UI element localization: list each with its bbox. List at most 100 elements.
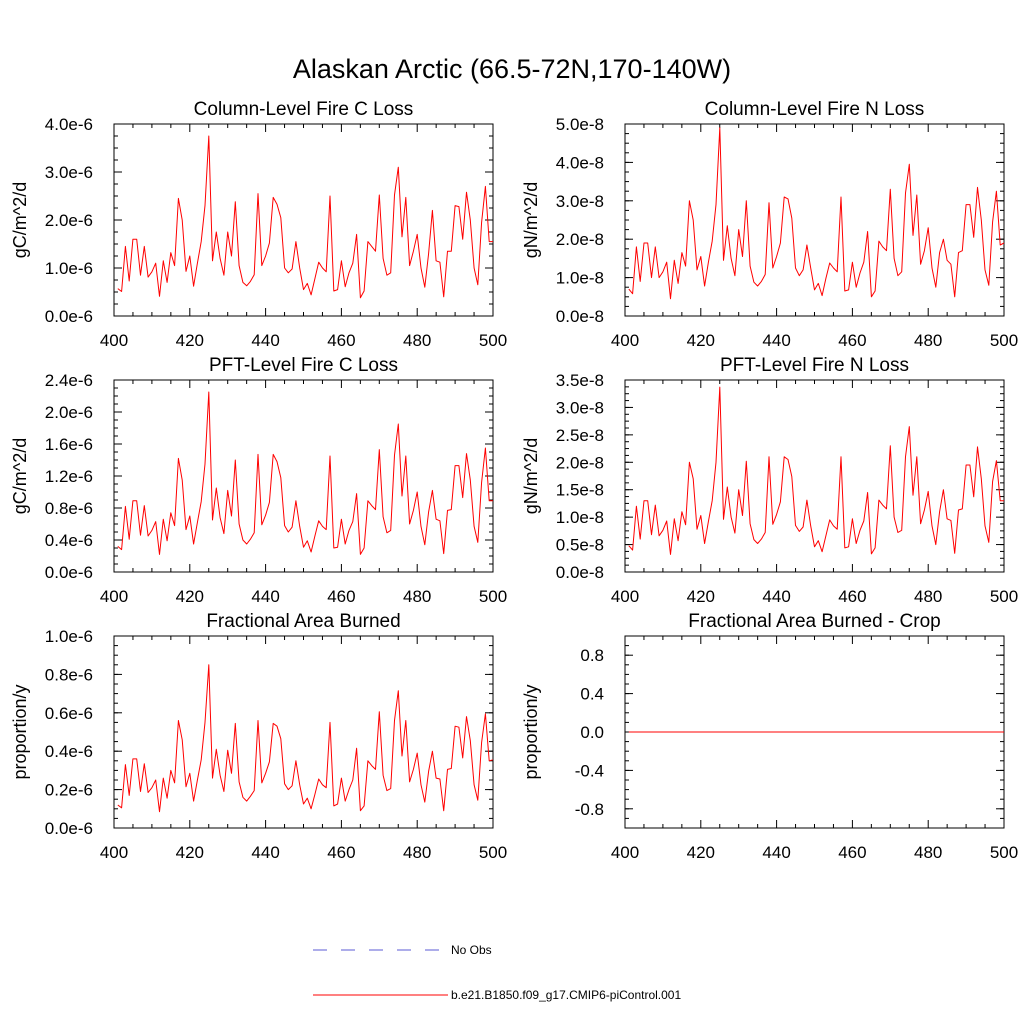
x-tick-label: 500	[990, 587, 1018, 606]
panel-pft-n-loss: PFT-Level Fire N Loss gN/m^2/d 400 420 440 46…	[521, 355, 1018, 606]
panel-pft-c-loss: PFT-Level Fire C Loss gC/m^2/d 400 420 440 46…	[10, 355, 507, 606]
legend-entry-control: b.e21.B1850.f09_g17.CMIP6-piControl.001	[313, 988, 681, 1002]
y-tick-label: 0.4e-6	[45, 531, 93, 550]
panel-column-c-loss: Column-Level Fire C Loss gC/m^2/d 400 420 44…	[10, 99, 507, 350]
panel-title: Fractional Area Burned	[206, 611, 400, 632]
y-tick-label: 0.0e-8	[556, 307, 604, 326]
y-tick-label: 4.0e-6	[45, 115, 93, 134]
y-tick-label: 1.0e-8	[556, 269, 604, 288]
series-line	[628, 127, 1005, 300]
y-tick-label: 3.5e-8	[556, 371, 604, 390]
x-tick-label: 460	[838, 843, 866, 862]
x-tick-label: 500	[479, 331, 507, 350]
x-tick-label: 500	[479, 587, 507, 606]
y-axis-label: proportion/y	[10, 684, 30, 779]
y-tick-label: 0.4e-6	[45, 742, 93, 761]
x-tick-label: 400	[611, 587, 639, 606]
y-tick-label: 1.5e-8	[556, 481, 604, 500]
plot-frame	[113, 635, 494, 829]
x-tick-label: 440	[762, 587, 790, 606]
panel-title: PFT-Level Fire N Loss	[720, 355, 909, 376]
y-tick-label: 0.6e-6	[45, 704, 93, 723]
y-tick-label: 0.0	[580, 723, 604, 742]
y-tick-label: 3.0e-6	[45, 163, 93, 182]
y-tick-label: 3.0e-8	[556, 398, 604, 417]
y-tick-label: 1.0e-6	[45, 627, 93, 646]
x-tick-label: 440	[251, 587, 279, 606]
x-tick-label: 400	[611, 843, 639, 862]
x-tick-label: 440	[251, 331, 279, 350]
x-tick-label: 460	[327, 587, 355, 606]
x-tick-label: 440	[762, 331, 790, 350]
plot-frame	[113, 379, 494, 573]
y-tick-label: 1.0e-8	[556, 508, 604, 527]
y-tick-label: 2.0e-6	[45, 403, 93, 422]
x-tick-label: 500	[990, 843, 1018, 862]
legend-label-no-obs: No Obs	[451, 943, 492, 957]
y-tick-label: 0.0e-8	[556, 563, 604, 582]
y-tick-label: 0.8	[580, 646, 604, 665]
y-tick-label: 2.0e-8	[556, 453, 604, 472]
panel-area-burned: Fractional Area Burned proportion/y 400 420…	[10, 611, 507, 862]
plot-frame	[624, 379, 1005, 573]
panel-title: Column-Level Fire N Loss	[705, 99, 925, 120]
legend-entry-no-obs: No Obs	[313, 943, 492, 957]
x-tick-label: 480	[403, 331, 431, 350]
panel-title: Fractional Area Burned - Crop	[688, 611, 940, 632]
series-line	[117, 135, 493, 299]
x-tick-label: 480	[914, 331, 942, 350]
x-tick-label: 500	[479, 843, 507, 862]
series-line	[117, 664, 494, 813]
x-tick-label: 480	[914, 587, 942, 606]
x-tick-label: 420	[176, 843, 204, 862]
y-tick-label: 2.4e-6	[45, 371, 93, 390]
y-tick-label: 0.0e-6	[45, 563, 93, 582]
x-tick-label: 400	[611, 331, 639, 350]
y-tick-label: 0.5e-8	[556, 536, 604, 555]
y-tick-label: 1.2e-6	[45, 467, 93, 486]
figure-title: Alaskan Arctic (66.5-72N,170-140W)	[293, 54, 731, 84]
y-tick-label: 0.8e-6	[45, 665, 93, 684]
y-axis-label: gN/m^2/d	[521, 182, 541, 258]
x-tick-label: 480	[403, 843, 431, 862]
panel-title: PFT-Level Fire C Loss	[209, 355, 398, 376]
y-tick-label: 2.0e-8	[556, 230, 604, 249]
y-tick-label: -0.4	[575, 761, 604, 780]
y-tick-label: 2.5e-8	[556, 426, 604, 445]
panels: Column-Level Fire C Loss gC/m^2/d 400 420 44…	[10, 99, 1018, 862]
y-axis-label: gC/m^2/d	[10, 182, 30, 258]
y-tick-label: 2.0e-6	[45, 211, 93, 230]
x-tick-label: 420	[687, 587, 715, 606]
y-tick-label: 1.6e-6	[45, 435, 93, 454]
x-tick-label: 440	[251, 843, 279, 862]
y-tick-label: 0.0e-6	[45, 819, 93, 838]
legend-label-control: b.e21.B1850.f09_g17.CMIP6-piControl.001	[451, 988, 681, 1002]
panel-column-n-loss: Column-Level Fire N Loss gN/m^2/d 400 420 44…	[521, 99, 1018, 350]
x-tick-label: 460	[327, 331, 355, 350]
x-tick-label: 460	[327, 843, 355, 862]
x-tick-label: 400	[100, 331, 128, 350]
y-tick-label: 0.2e-6	[45, 781, 93, 800]
x-tick-label: 500	[990, 331, 1018, 350]
y-tick-label: -0.8	[575, 800, 604, 819]
panel-area-burned-crop: Fractional Area Burned - Crop proportion/…	[521, 611, 1018, 862]
x-tick-label: 460	[838, 331, 866, 350]
y-axis-label: proportion/y	[521, 684, 541, 779]
panel-title: Column-Level Fire C Loss	[194, 99, 414, 120]
y-tick-label: 0.4	[580, 685, 604, 704]
x-tick-label: 480	[403, 587, 431, 606]
series-line	[117, 391, 493, 555]
x-tick-label: 460	[838, 587, 866, 606]
y-tick-label: 5.0e-8	[556, 115, 604, 134]
x-tick-label: 420	[176, 331, 204, 350]
y-tick-label: 4.0e-8	[556, 153, 604, 172]
y-axis-label: gN/m^2/d	[521, 438, 541, 514]
series-line	[628, 386, 1004, 555]
y-tick-label: 0.0e-6	[45, 307, 93, 326]
legend: No Obs b.e21.B1850.f09_g17.CMIP6-piContr…	[313, 943, 681, 1002]
y-tick-label: 3.0e-8	[556, 192, 604, 211]
x-tick-label: 400	[100, 843, 128, 862]
x-tick-label: 440	[762, 843, 790, 862]
x-tick-label: 420	[687, 843, 715, 862]
